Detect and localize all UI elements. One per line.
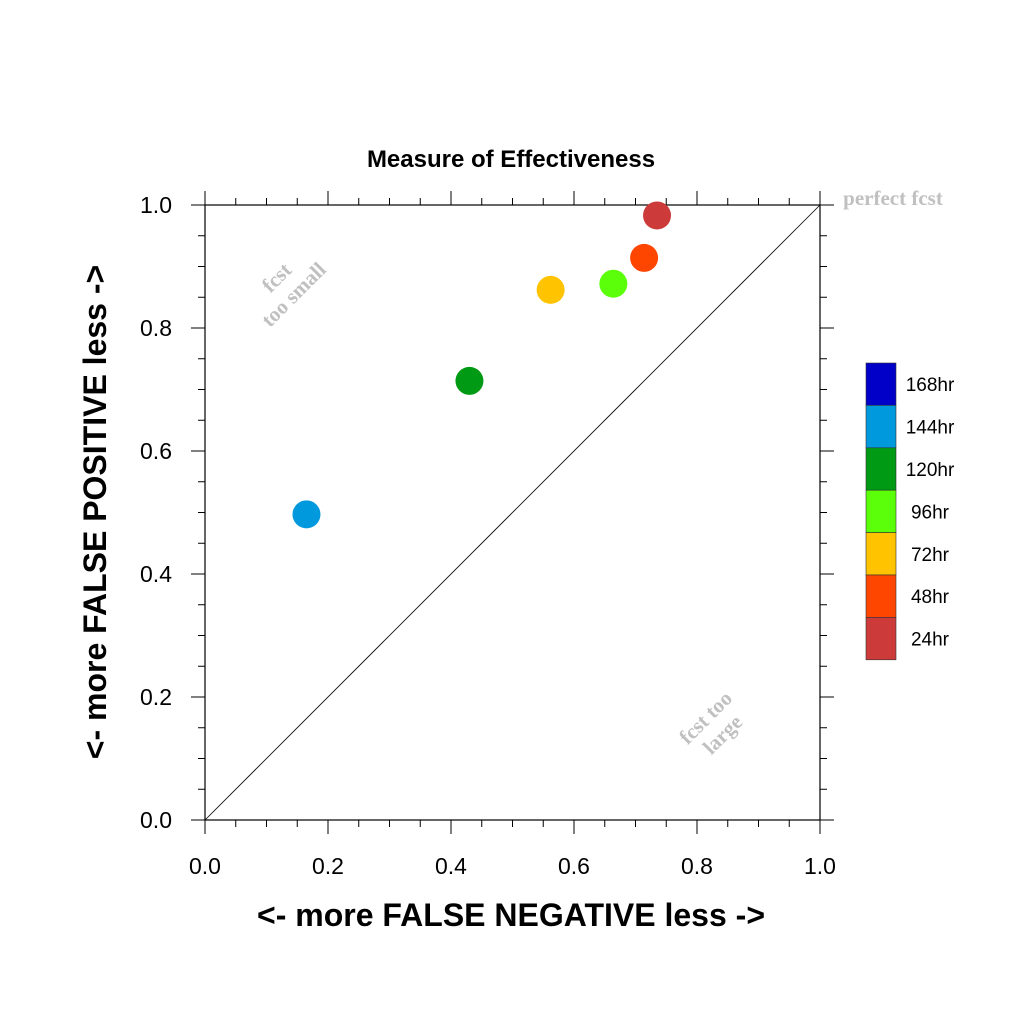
x-tick-label: 0.4 (435, 853, 467, 879)
annotation-too-large: fcst too large (674, 686, 747, 759)
legend-label-24hr: 24hr (911, 630, 950, 651)
y-tick-label: 1.0 (140, 192, 172, 218)
y-tick-label: 0.2 (140, 684, 172, 710)
chart-title: Measure of Effectiveness (367, 146, 655, 173)
diagonal-line (204, 204, 821, 821)
legend-swatch-144hr (865, 405, 897, 449)
x-tick-label: 0.6 (558, 853, 590, 879)
x-tick-label: 0.8 (681, 853, 713, 879)
x-tick-label: 1.0 (804, 853, 836, 879)
legend-label-144hr: 144hr (906, 418, 955, 439)
legend-swatch-120hr (865, 447, 897, 491)
data-point-24hr (643, 201, 672, 230)
x-tick-label: 0.0 (189, 853, 221, 879)
data-point-48hr (630, 243, 659, 272)
legend-swatch-72hr (865, 532, 897, 576)
tick-labels: 0.0 0.2 0.4 0.6 0.8 1.0 0.0 0.2 0.4 0.6 0.8 1.0 (140, 192, 836, 879)
y-tick-label: 0.4 (140, 561, 172, 587)
data-point-72hr (536, 275, 565, 304)
x-tick-label: 0.2 (312, 853, 344, 879)
axis-ticks (191, 191, 834, 834)
legend-swatch-48hr (865, 574, 897, 618)
annotation-too-small: fcst too small (256, 257, 330, 331)
legend: 168hr 144hr 120hr 96hr 72hr 48hr 24hr (865, 362, 955, 661)
data-point-96hr (599, 269, 628, 298)
legend-swatch-168hr (865, 362, 897, 406)
legend-label-96hr: 96hr (911, 502, 950, 523)
legend-swatch-24hr (865, 617, 897, 661)
x-axis-label: <- more FALSE NEGATIVE less -> (257, 897, 765, 933)
data-point-144hr (292, 500, 321, 529)
y-tick-label: 0.0 (140, 807, 172, 833)
annotation-perfect-fcst: perfect fcst (843, 186, 943, 210)
legend-swatch-96hr (865, 489, 897, 533)
data-points (292, 201, 672, 529)
y-axis-label: <- more FALSE POSITIVE less -> (77, 265, 113, 759)
legend-label-120hr: 120hr (906, 460, 955, 481)
legend-label-72hr: 72hr (911, 545, 950, 566)
legend-label-48hr: 48hr (911, 587, 950, 608)
y-tick-label: 0.6 (140, 438, 172, 464)
y-tick-label: 0.8 (140, 315, 172, 341)
data-point-120hr (455, 366, 484, 395)
legend-label-168hr: 168hr (906, 375, 955, 396)
